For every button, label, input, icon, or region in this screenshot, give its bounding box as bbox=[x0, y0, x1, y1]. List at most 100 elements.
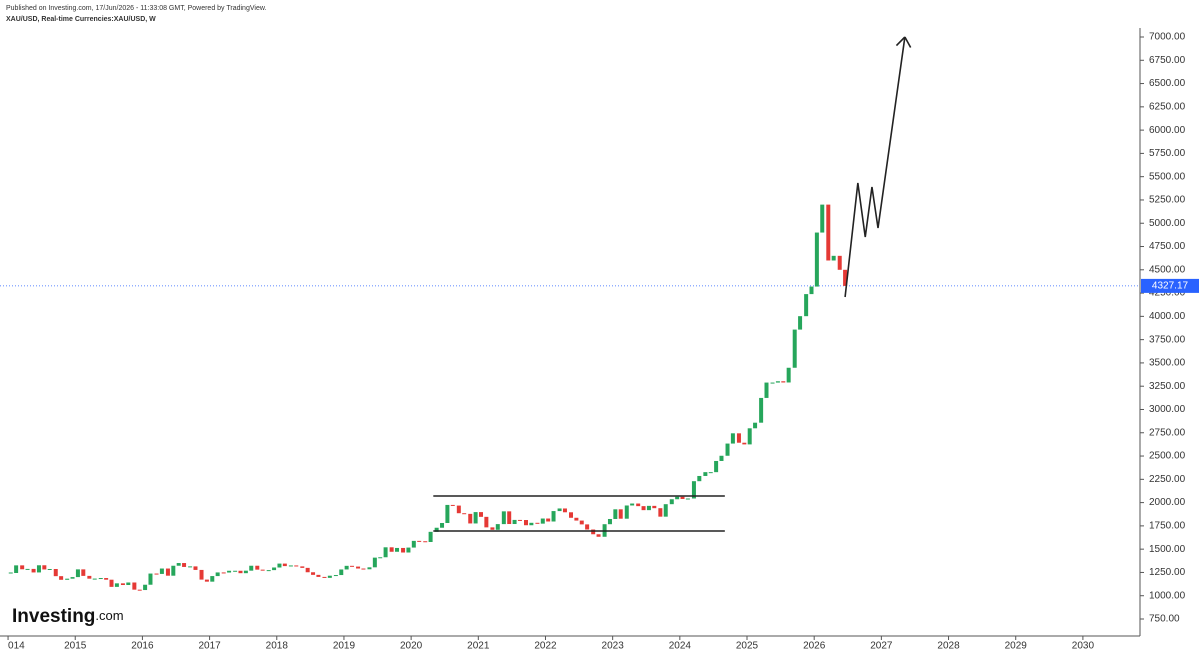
candle bbox=[428, 531, 433, 542]
candle bbox=[725, 443, 730, 456]
candle bbox=[652, 505, 657, 509]
candle bbox=[14, 565, 19, 573]
x-tick-label: 2016 bbox=[131, 641, 154, 652]
x-tick-label: 014 bbox=[8, 641, 25, 652]
candle bbox=[786, 367, 791, 383]
logo: Investing.com bbox=[12, 606, 124, 627]
candle bbox=[468, 513, 473, 524]
candle bbox=[87, 575, 92, 579]
candle bbox=[221, 572, 226, 574]
candle bbox=[98, 578, 103, 580]
y-tick-label: 5750.00 bbox=[1149, 148, 1186, 159]
y-tick-label: 2250.00 bbox=[1149, 474, 1186, 485]
candle bbox=[210, 576, 215, 582]
candle bbox=[233, 570, 238, 572]
candle bbox=[658, 508, 663, 517]
candle bbox=[165, 568, 170, 576]
y-tick-label: 5000.00 bbox=[1149, 218, 1186, 229]
candle bbox=[199, 569, 204, 580]
candle bbox=[417, 540, 422, 542]
y-tick-label: 3250.00 bbox=[1149, 381, 1186, 392]
candle bbox=[81, 569, 86, 576]
candle bbox=[114, 583, 119, 587]
candle bbox=[607, 518, 612, 525]
candle bbox=[272, 567, 277, 571]
candle bbox=[517, 519, 522, 521]
candle bbox=[809, 286, 814, 295]
candle bbox=[260, 569, 265, 571]
candle bbox=[685, 498, 690, 500]
candle bbox=[406, 547, 411, 553]
candle bbox=[120, 583, 125, 586]
candle bbox=[423, 541, 428, 543]
candle bbox=[92, 578, 97, 580]
x-tick-label: 2025 bbox=[736, 641, 759, 652]
candle bbox=[747, 428, 752, 445]
candle bbox=[20, 565, 25, 570]
candle bbox=[109, 579, 114, 587]
candle bbox=[31, 568, 36, 573]
y-tick-label: 6500.00 bbox=[1149, 78, 1186, 89]
candle bbox=[249, 565, 254, 571]
candle bbox=[569, 512, 574, 518]
y-tick-label: 1750.00 bbox=[1149, 521, 1186, 532]
candle bbox=[255, 565, 260, 570]
arrow-head bbox=[904, 36, 912, 48]
candle bbox=[389, 547, 394, 552]
candle bbox=[367, 567, 372, 570]
y-tick-label: 3000.00 bbox=[1149, 404, 1186, 415]
candle bbox=[636, 503, 641, 507]
candle bbox=[557, 508, 562, 512]
candle bbox=[730, 433, 735, 444]
candle bbox=[775, 381, 780, 383]
logo-main: Investing bbox=[12, 606, 95, 627]
candle bbox=[47, 568, 52, 570]
candle bbox=[843, 269, 848, 286]
candle bbox=[742, 442, 747, 445]
candle bbox=[288, 565, 293, 567]
candle bbox=[143, 584, 148, 591]
candle bbox=[154, 573, 159, 575]
candle bbox=[585, 524, 590, 530]
x-tick-label: 2028 bbox=[937, 641, 960, 652]
candle bbox=[641, 506, 646, 511]
candle bbox=[478, 512, 483, 517]
y-tick-label: 5500.00 bbox=[1149, 171, 1186, 182]
candle bbox=[305, 567, 310, 573]
candle bbox=[484, 516, 489, 528]
candle bbox=[613, 509, 618, 519]
candle bbox=[507, 511, 512, 525]
candle bbox=[804, 294, 809, 317]
candle bbox=[42, 565, 47, 570]
candle bbox=[401, 547, 406, 553]
candle bbox=[171, 565, 176, 576]
candle bbox=[137, 589, 142, 591]
x-tick-label: 2020 bbox=[400, 641, 423, 652]
x-tick-label: 2022 bbox=[534, 641, 557, 652]
y-tick-label: 4250.00 bbox=[1149, 288, 1186, 299]
candle bbox=[535, 522, 540, 524]
candle bbox=[781, 381, 786, 383]
candle bbox=[831, 255, 836, 261]
candle bbox=[618, 509, 623, 519]
candle bbox=[764, 382, 769, 398]
candle bbox=[36, 565, 41, 573]
candle bbox=[596, 534, 601, 537]
candle bbox=[204, 579, 209, 582]
candle bbox=[372, 557, 377, 568]
candle bbox=[411, 540, 416, 548]
y-tick-label: 2750.00 bbox=[1149, 427, 1186, 438]
x-tick-label: 2019 bbox=[333, 641, 356, 652]
candle bbox=[719, 455, 724, 461]
candle bbox=[25, 568, 30, 570]
candle bbox=[434, 527, 439, 532]
candle bbox=[814, 232, 819, 287]
candle bbox=[176, 563, 181, 566]
candle bbox=[104, 578, 109, 580]
candle bbox=[546, 518, 551, 522]
last-price-label: 4327.17 bbox=[1152, 281, 1189, 292]
candle bbox=[333, 575, 338, 577]
y-tick-label: 2000.00 bbox=[1149, 497, 1186, 508]
candle bbox=[277, 563, 282, 568]
candle bbox=[675, 496, 680, 500]
